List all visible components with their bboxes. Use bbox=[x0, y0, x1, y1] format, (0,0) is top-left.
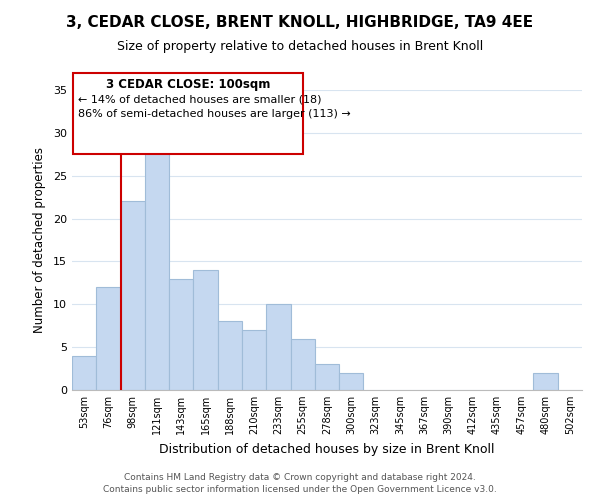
Bar bbox=[242, 330, 266, 390]
Bar bbox=[290, 338, 315, 390]
Bar bbox=[145, 142, 169, 390]
Bar bbox=[266, 304, 290, 390]
Bar bbox=[72, 356, 96, 390]
Y-axis label: Number of detached properties: Number of detached properties bbox=[33, 147, 46, 333]
Bar bbox=[96, 287, 121, 390]
Bar bbox=[121, 202, 145, 390]
X-axis label: Distribution of detached houses by size in Brent Knoll: Distribution of detached houses by size … bbox=[159, 442, 495, 456]
Bar bbox=[315, 364, 339, 390]
Text: 3 CEDAR CLOSE: 100sqm: 3 CEDAR CLOSE: 100sqm bbox=[106, 78, 270, 91]
Bar bbox=[533, 373, 558, 390]
Bar bbox=[193, 270, 218, 390]
Text: Size of property relative to detached houses in Brent Knoll: Size of property relative to detached ho… bbox=[117, 40, 483, 53]
Bar bbox=[218, 322, 242, 390]
Text: Contains public sector information licensed under the Open Government Licence v3: Contains public sector information licen… bbox=[103, 485, 497, 494]
Text: 86% of semi-detached houses are larger (113) →: 86% of semi-detached houses are larger (… bbox=[78, 110, 351, 120]
Text: ← 14% of detached houses are smaller (18): ← 14% of detached houses are smaller (18… bbox=[78, 94, 322, 104]
Bar bbox=[169, 278, 193, 390]
Text: Contains HM Land Registry data © Crown copyright and database right 2024.: Contains HM Land Registry data © Crown c… bbox=[124, 472, 476, 482]
Text: 3, CEDAR CLOSE, BRENT KNOLL, HIGHBRIDGE, TA9 4EE: 3, CEDAR CLOSE, BRENT KNOLL, HIGHBRIDGE,… bbox=[67, 15, 533, 30]
Bar bbox=[339, 373, 364, 390]
